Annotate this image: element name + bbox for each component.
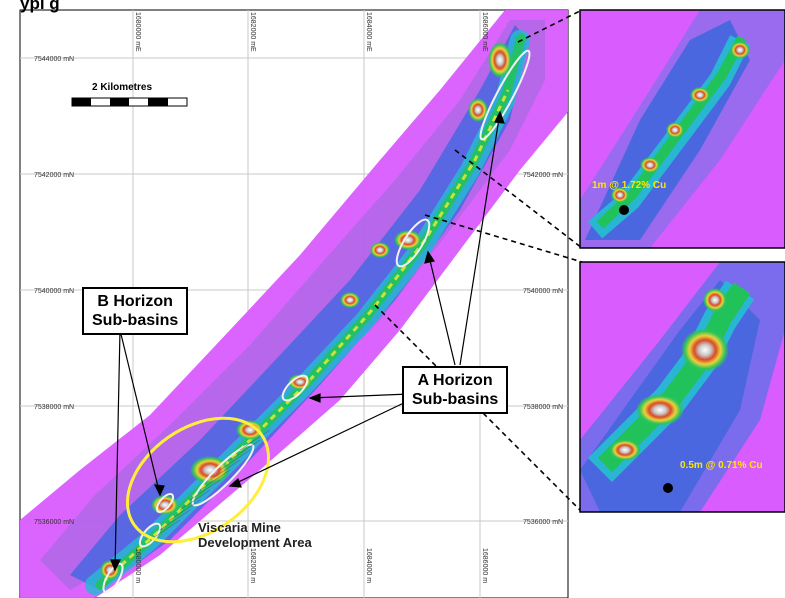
northing-labels-right: 7542000 mN 7540000 mN 7538000 mN 7536000… [523,172,563,526]
b-horizon-line1: B Horizon [97,293,173,310]
easting-label: 1680000 m [134,548,141,583]
top-inset-assay: 1m @ 1.72% Cu [592,180,667,191]
b-horizon-label: B Horizon Sub-basins [82,287,189,335]
easting-label: 1680000 mE [134,12,141,52]
anomaly-hotspots [100,42,512,580]
easting-labels-top: 1680000 mE 1682000 mE 1684000 mE 1686000… [134,12,488,52]
easting-label: 1684000 mE [365,12,372,52]
easting-label: 1682000 m [249,548,256,583]
a-horizon-line1: A Horizon [417,372,493,389]
drillhole-marker [619,205,629,215]
easting-labels-bottom: 1680000 m 1682000 m 1684000 m 1686000 m [134,548,488,583]
scale-label: 2 Kilometres [92,82,153,93]
northing-label: 7542000 mN [34,172,74,179]
northing-label: 7540000 mN [523,288,563,295]
drillhole-marker [663,483,673,493]
easting-label: 1686000 mE [481,12,488,52]
main-map [20,10,568,598]
northing-label: 7542000 mN [523,172,563,179]
northing-label: 7544000 mN [34,56,74,63]
northing-labels-left: 7544000 mN 7542000 mN 7540000 mN 7538000… [34,56,74,526]
viscaria-outline [125,416,271,544]
b-horizon-line2: Sub-basins [92,312,179,329]
viscaria-line1: Viscaria Mine [198,520,281,535]
easting-label: 1682000 mE [249,12,256,52]
easting-label: 1684000 m [365,548,372,583]
figure-title-partial: ypi g [20,0,60,13]
a-horizon-line2: Sub-basins [412,391,499,408]
easting-label: 1686000 m [481,548,488,583]
northing-label: 7536000 mN [523,519,563,526]
northing-label: 7538000 mN [523,404,563,411]
northing-label: 7536000 mN [34,519,74,526]
annotation-arrows [110,110,505,572]
inset-bottom [580,262,785,512]
bottom-inset-assay: 0.5m @ 0.71% Cu [680,460,763,471]
drill-traces [149,429,271,541]
viscaria-label: Viscaria Mine Development Area [198,520,312,550]
viscaria-line2: Development Area [198,535,312,550]
northing-label: 7538000 mN [34,404,74,411]
sub-basin-outlines [102,49,531,594]
scale-bar [71,97,188,107]
northing-label: 7540000 mN [34,288,74,295]
inset-top [580,10,785,248]
a-horizon-label: A Horizon Sub-basins [402,366,509,414]
